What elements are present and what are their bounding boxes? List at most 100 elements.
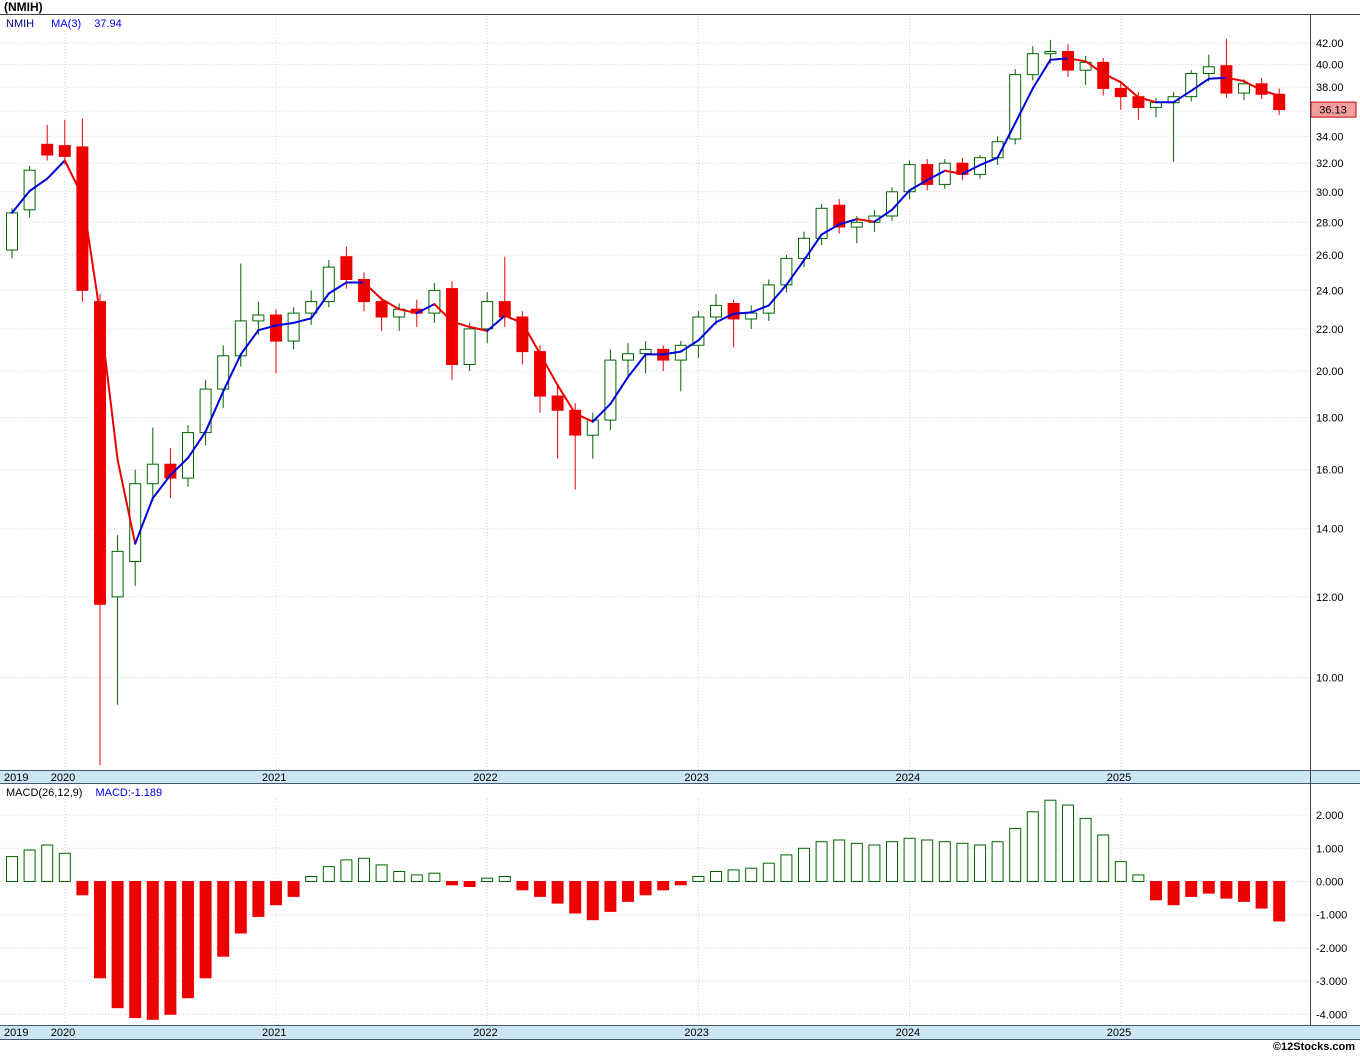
macd-bar-negative [516, 881, 529, 891]
candle-up [463, 328, 476, 365]
macd-bar-negative [146, 881, 159, 1020]
macd-bar-positive [710, 871, 722, 882]
candle-down [498, 301, 511, 318]
price-axis-label: 24.00 [1316, 285, 1344, 297]
candle-up [182, 432, 194, 479]
ma-segment [1119, 81, 1140, 99]
macd-bar-positive [428, 872, 441, 883]
price-axis-label: 38.00 [1316, 82, 1344, 94]
ma-segment [609, 376, 629, 405]
macd-bar-positive [1097, 834, 1110, 882]
macd-bar-negative [252, 881, 265, 917]
macd-bar-positive [745, 867, 758, 883]
ma-segment [468, 325, 489, 332]
candle-down [446, 288, 458, 366]
candle-up [1026, 53, 1039, 76]
ma-segment [257, 324, 277, 332]
macd-bar-positive [762, 862, 775, 883]
ma-segment [151, 474, 172, 500]
ma-segment [1049, 57, 1069, 61]
macd-bar-negative [586, 881, 599, 921]
last-price-text: 36.13 [1319, 105, 1347, 117]
candle-up [199, 388, 212, 434]
candle-up [6, 212, 18, 251]
ma-segment [222, 353, 242, 393]
ma-segment [943, 169, 964, 175]
macd-bar-negative [1202, 881, 1215, 894]
ma-segment [715, 312, 735, 324]
candle-down [41, 143, 54, 156]
candle-up [815, 207, 828, 239]
candle-up [710, 304, 722, 318]
ma-segment [116, 458, 137, 545]
ma-segment [1243, 80, 1263, 92]
macd-bar-negative [1255, 881, 1268, 909]
candle-up [287, 312, 300, 342]
macd-bar-positive [305, 876, 318, 882]
ma-segment [169, 456, 189, 477]
macd-bar-positive [375, 864, 388, 883]
candle-up [604, 359, 617, 421]
macd-bar-positive [868, 844, 881, 882]
macd-bar-positive [1062, 804, 1074, 882]
ma-segment [1102, 72, 1122, 84]
ma-segment [451, 320, 471, 328]
macd-bar-negative [164, 881, 177, 1015]
year-label: 2023 [684, 1027, 708, 1039]
ma-segment [556, 384, 577, 415]
candle-down [727, 303, 740, 320]
date-band [0, 1025, 1360, 1040]
macd-bar-positive [23, 849, 36, 882]
macd-bar-positive [850, 842, 863, 882]
macd-bar-negative [1220, 881, 1233, 899]
ma-segment [239, 329, 260, 356]
macd-bar-positive [340, 859, 353, 883]
ma-segment [486, 314, 506, 332]
ma-segment [979, 156, 999, 167]
candle-up [1185, 73, 1198, 98]
ma-segment [873, 208, 893, 223]
candle-up [1044, 51, 1057, 55]
ma-segment [398, 308, 418, 315]
ma-segment [415, 303, 436, 315]
legend-symbol: NMIH [6, 18, 35, 30]
macd-bar-positive [1114, 861, 1127, 882]
candle-down [569, 409, 582, 436]
year-label: 2019 [4, 772, 28, 784]
macd-current-value: MACD:-1.189 [95, 787, 163, 799]
ma-segment [820, 223, 841, 236]
macd-bar-negative [234, 881, 247, 934]
ma-segment [99, 312, 119, 461]
ma-segment [697, 321, 717, 342]
macd-bar-negative [1167, 881, 1180, 906]
year-label: 2021 [262, 772, 286, 784]
macd-legend: MACD(26,12,9) MACD:-1.189 [6, 787, 162, 799]
candle-down [551, 395, 564, 411]
ma-segment [591, 402, 612, 423]
candle-up [1009, 74, 1022, 140]
macd-bar-negative [1150, 881, 1162, 901]
macd-bar-positive [780, 854, 793, 883]
ma-segment [1084, 60, 1105, 75]
macd-bar-positive [1044, 799, 1057, 883]
candle-up [129, 483, 142, 563]
macd-bar-positive [991, 841, 1004, 883]
macd-bar-negative [94, 881, 106, 979]
candle-up [146, 463, 159, 485]
ma-segment [803, 233, 823, 262]
candle-down [921, 164, 934, 185]
macd-bar-positive [798, 847, 810, 882]
macd-bar-positive [41, 844, 54, 882]
ma-segment [327, 281, 348, 295]
macd-bar-negative [1185, 881, 1198, 897]
year-label: 2024 [896, 772, 920, 784]
candle-up [692, 316, 705, 346]
price-axis-label: 16.00 [1316, 465, 1344, 477]
macd-bar-negative [1273, 881, 1286, 922]
ma-segment [1207, 76, 1228, 80]
macd-bar-positive [1026, 811, 1039, 882]
price-axis-label: 26.00 [1316, 250, 1344, 262]
macd-bar-negative [287, 881, 300, 897]
price-axis-label: 12.00 [1316, 592, 1344, 604]
candle-down [76, 146, 89, 291]
